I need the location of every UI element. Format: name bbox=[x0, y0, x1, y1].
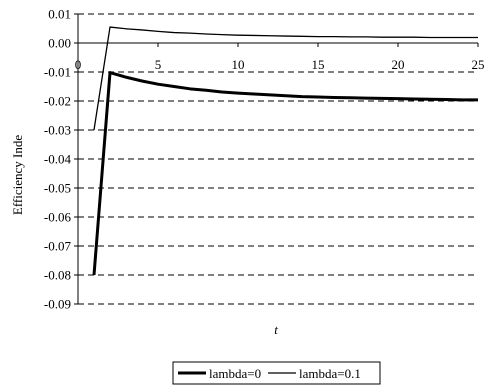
series-line-lambda-0 bbox=[92, 71, 478, 276]
y-axis-title: Efficiency Inde bbox=[10, 135, 25, 215]
y-tick-label: -0.06 bbox=[44, 210, 72, 225]
y-axis-ticks: 0.01 0.00 -0.01 -0.02 -0.03 -0.04 -0.05 -0.06 -0… bbox=[44, 7, 78, 312]
x-tick-label: 10 bbox=[232, 57, 245, 72]
legend: lambda=0 lambda=0.1 bbox=[172, 361, 381, 385]
y-tick-label: -0.07 bbox=[44, 239, 72, 254]
gridlines bbox=[78, 13, 478, 305]
x-axis-title: t bbox=[274, 322, 278, 337]
series-lines bbox=[92, 26, 478, 276]
legend-label-lambda-0: lambda=0 bbox=[209, 366, 261, 381]
x-tick-label: 5 bbox=[155, 57, 162, 72]
series-line-lambda-01 bbox=[93, 26, 478, 131]
y-tick-label: -0.05 bbox=[44, 181, 71, 196]
y-tick-label: -0.09 bbox=[44, 297, 71, 312]
y-tick-label: 0.01 bbox=[48, 7, 71, 22]
x-tick-label: 15 bbox=[312, 57, 325, 72]
x-tick-label: 20 bbox=[392, 57, 405, 72]
y-tick-label: -0.08 bbox=[44, 268, 71, 283]
legend-label-lambda-01: lambda=0.1 bbox=[299, 366, 361, 381]
x-axis-ticks: 0510152025 bbox=[75, 43, 485, 72]
y-tick-label: -0.04 bbox=[44, 152, 72, 167]
y-tick-label: -0.01 bbox=[44, 65, 71, 80]
x-tick-label: 25 bbox=[472, 57, 485, 72]
y-tick-label: -0.02 bbox=[44, 94, 71, 109]
y-tick-label: 0.00 bbox=[48, 36, 71, 51]
y-tick-label: -0.03 bbox=[44, 123, 71, 138]
